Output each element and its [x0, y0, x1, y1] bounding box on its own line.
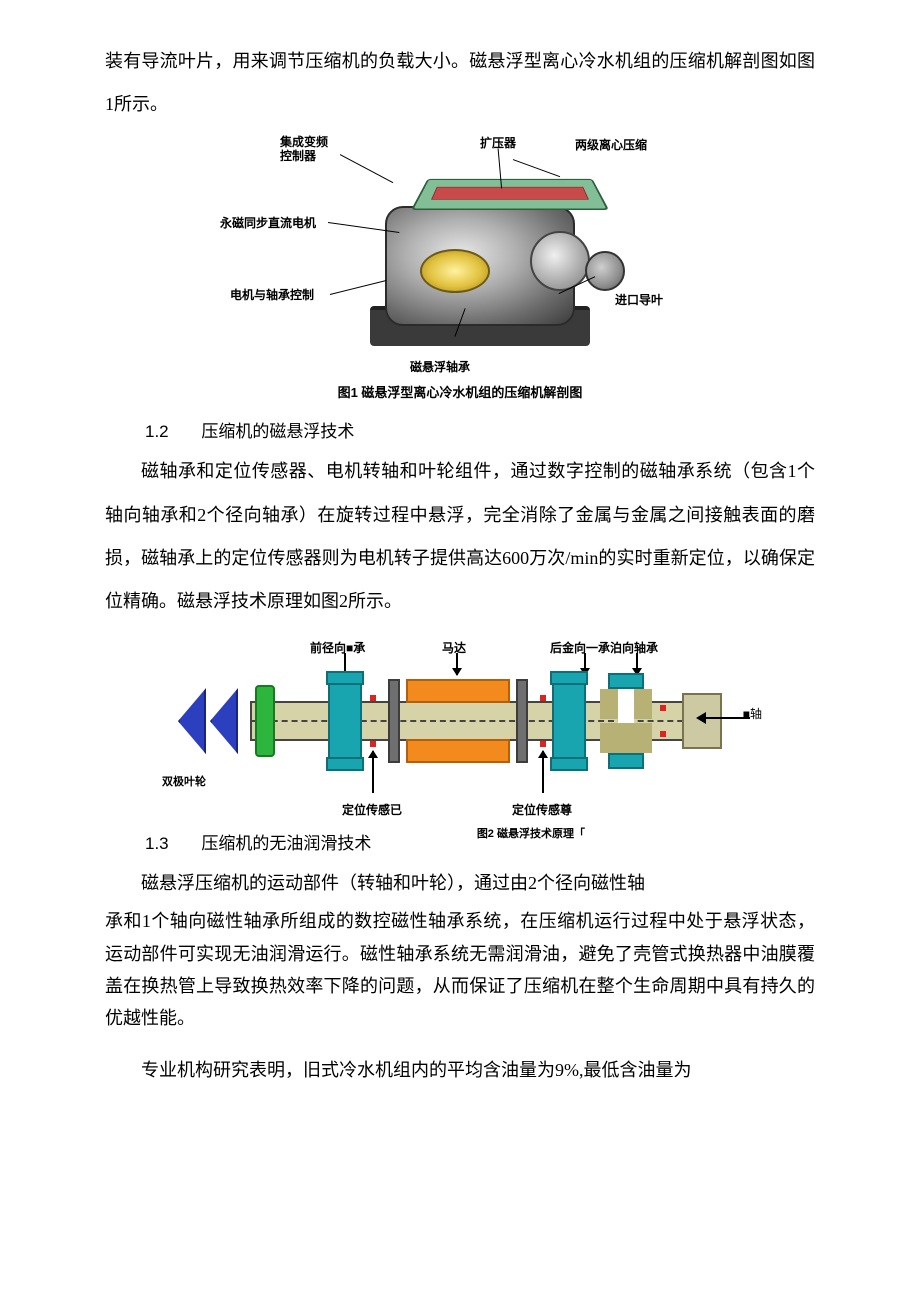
heading-1-2: 1.2 压缩机的磁悬浮技术	[145, 417, 815, 442]
label-two-stage-impeller: 双极叶轮	[162, 773, 206, 789]
para-intro: 装有导流叶片，用来调节压缩机的负载大小。磁悬浮型离心冷水机组的压缩机解剖图如图1…	[105, 40, 815, 126]
label-front-radial-bearing: 前径向■承	[310, 639, 365, 656]
label-shaft: ■轴	[743, 705, 762, 722]
label-motor: 马达	[442, 639, 466, 656]
callout-pm-motor: 永磁同步直流电机	[220, 214, 316, 231]
label-sensor-right: 定位传感尊	[512, 801, 572, 818]
figure-1: 集成变频控制器 扩压器 两级离心压缩 永磁同步直流电机 电机与轴承控制 磁悬浮轴…	[105, 136, 815, 376]
callout-mag-bearing: 磁悬浮轴承	[410, 358, 470, 375]
callout-vfd: 集成变频控制器	[280, 136, 328, 164]
sec-num-1-3: 1.3	[145, 834, 169, 853]
sec-title-1-2: 压缩机的磁悬浮技术	[201, 422, 354, 441]
para-1-3-c: 专业机构研究表明，旧式冷水机组内的平均含油量为9%,最低含油量为	[105, 1049, 815, 1092]
para-1-2: 磁轴承和定位传感器、电机转轴和叶轮组件，通过数字控制的磁轴承系统（包含1个轴向轴…	[105, 450, 815, 623]
label-rear-bearing: 后金向一承泊向轴承	[550, 639, 658, 656]
callout-inlet-vane: 进口导叶	[615, 291, 663, 308]
fig1-caption: 图1 磁悬浮型离心冷水机组的压缩机解剖图	[105, 382, 815, 401]
callout-motor-bearing-ctrl: 电机与轴承控制	[230, 286, 314, 303]
para-1-3-a: 磁悬浮压缩机的运动部件（转轴和叶轮），通过由2个径向磁性轴	[105, 862, 815, 905]
figure-2: 前径向■承 马达 后金向一承泊向轴承 ■轴	[105, 633, 815, 823]
sec-num-1-2: 1.2	[145, 422, 169, 441]
label-sensor-left: 定位传感已	[342, 801, 402, 818]
callout-two-stage: 两级离心压缩	[575, 136, 647, 153]
sec-title-1-3: 压缩机的无油润滑技术	[201, 834, 371, 853]
para-1-3-b: 承和1个轴向磁性轴承所组成的数控磁性轴承系统，在压缩机运行过程中处于悬浮状态，运…	[105, 905, 815, 1035]
